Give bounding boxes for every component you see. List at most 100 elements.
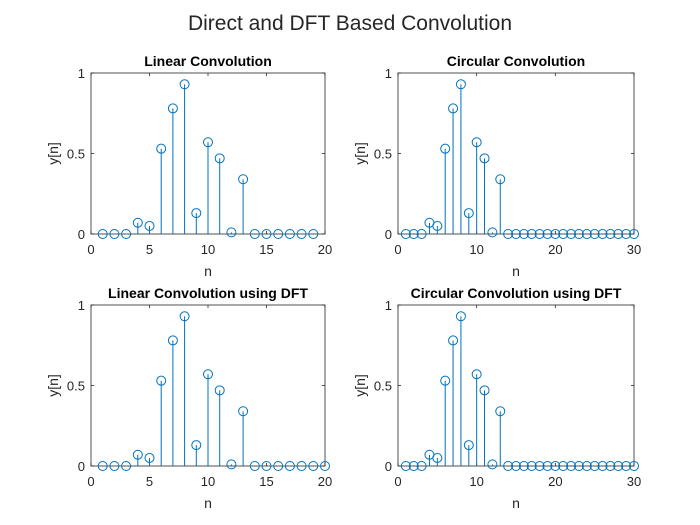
x-tick-label: 0 bbox=[394, 474, 401, 489]
stem-marker bbox=[621, 461, 632, 471]
x-axis-label: n bbox=[204, 495, 212, 511]
stem-marker bbox=[179, 311, 190, 322]
stem-marker bbox=[432, 452, 443, 463]
subplot-title: Circular Convolution using DFT bbox=[411, 285, 622, 301]
stem-marker bbox=[581, 461, 592, 471]
stem-series bbox=[400, 79, 639, 239]
x-tick-label: 20 bbox=[548, 242, 562, 257]
stem-marker bbox=[273, 229, 284, 239]
stem-marker bbox=[597, 229, 608, 239]
stem-marker bbox=[558, 229, 569, 239]
stem-marker bbox=[261, 229, 272, 239]
stem-marker bbox=[144, 452, 155, 463]
stem-marker bbox=[463, 440, 474, 451]
stem-marker bbox=[109, 461, 120, 471]
stem-marker bbox=[550, 229, 561, 239]
stem-marker bbox=[203, 369, 213, 380]
stem-marker bbox=[455, 79, 466, 90]
y-tick-label: 1 bbox=[385, 298, 392, 313]
stem-marker bbox=[550, 461, 561, 471]
stem-series bbox=[97, 79, 319, 239]
stem-series bbox=[97, 311, 330, 471]
stem-marker bbox=[179, 79, 190, 90]
stem-marker bbox=[487, 459, 498, 470]
y-tick-label: 1 bbox=[385, 66, 392, 81]
stem-marker bbox=[308, 229, 319, 239]
x-axis-label: n bbox=[512, 263, 520, 279]
stem-marker bbox=[479, 153, 490, 164]
x-tick-label: 10 bbox=[469, 242, 483, 257]
stem-marker bbox=[511, 461, 521, 471]
x-tick-label: 10 bbox=[201, 242, 215, 257]
stem-marker bbox=[566, 229, 577, 239]
stem-marker bbox=[296, 461, 307, 471]
x-tick-label: 0 bbox=[394, 242, 401, 257]
stem-marker bbox=[320, 461, 330, 471]
x-tick-label: 20 bbox=[548, 474, 562, 489]
stem-marker bbox=[156, 375, 167, 386]
stem-marker bbox=[238, 174, 249, 185]
x-tick-label: 30 bbox=[627, 242, 641, 257]
stem-marker bbox=[479, 385, 490, 396]
stem-marker bbox=[613, 461, 624, 471]
subplot-title: Linear Convolution bbox=[144, 53, 272, 69]
stem-series bbox=[400, 311, 639, 471]
stem-marker bbox=[495, 174, 506, 185]
stem-marker bbox=[621, 229, 632, 239]
stem-marker bbox=[495, 406, 506, 417]
stem-marker bbox=[400, 461, 411, 471]
stem-marker bbox=[416, 461, 427, 471]
stem-marker bbox=[463, 208, 474, 219]
subplot-circular-convolution-using-dft: Circular Convolution using DFT 0 10 20 30 0 0.… bbox=[352, 285, 641, 511]
figure-title: Direct and DFT Based Convolution bbox=[188, 12, 512, 35]
stem-marker bbox=[109, 229, 120, 239]
stem-marker bbox=[448, 335, 459, 346]
y-tick-label: 1 bbox=[78, 298, 85, 313]
stem-marker bbox=[597, 461, 608, 471]
stem-marker bbox=[296, 229, 307, 239]
plot-area-circular-convolution-using-dft bbox=[397, 304, 635, 467]
stem-marker bbox=[167, 103, 178, 114]
stem-marker bbox=[214, 153, 225, 164]
y-axis-label: y[n] bbox=[45, 142, 61, 165]
stem-marker bbox=[503, 229, 514, 239]
subplot-title: Linear Convolution using DFT bbox=[108, 285, 308, 301]
stem-marker bbox=[167, 335, 178, 346]
x-axis-label: n bbox=[204, 263, 212, 279]
stem-marker bbox=[132, 449, 143, 460]
stem-marker bbox=[249, 229, 260, 239]
stem-marker bbox=[156, 143, 167, 154]
x-tick-label: 30 bbox=[627, 474, 641, 489]
stem-marker bbox=[191, 440, 202, 451]
stem-marker bbox=[432, 220, 443, 231]
stem-marker bbox=[261, 461, 272, 471]
stem-marker bbox=[589, 461, 600, 471]
stem-marker bbox=[416, 229, 427, 239]
subplot-title: Circular Convolution bbox=[447, 53, 585, 69]
stem-marker bbox=[558, 461, 569, 471]
stem-marker bbox=[97, 229, 108, 239]
subplot-circular-convolution: Circular Convolution 0 10 20 30 0 0.5 1 n y[n] bbox=[352, 53, 641, 279]
stem-marker bbox=[534, 461, 545, 471]
plot-area-circular-convolution bbox=[397, 72, 635, 235]
stem-marker bbox=[471, 369, 482, 380]
y-tick-label: 0 bbox=[385, 459, 392, 474]
stem-marker bbox=[121, 229, 132, 239]
x-tick-label: 0 bbox=[87, 474, 94, 489]
stem-marker bbox=[440, 375, 451, 386]
stem-marker bbox=[471, 137, 482, 148]
stem-marker bbox=[518, 229, 529, 239]
stem-marker bbox=[613, 229, 624, 239]
stem-marker bbox=[542, 461, 553, 471]
x-tick-label: 0 bbox=[87, 242, 94, 257]
subplot-linear-convolution: Linear Convolution 0 5 10 15 20 0 0.5 1 n y[n] bbox=[45, 53, 332, 279]
x-tick-label: 10 bbox=[469, 474, 483, 489]
stem-marker bbox=[284, 461, 295, 471]
stem-marker bbox=[249, 461, 260, 471]
y-tick-label: 0 bbox=[78, 227, 85, 242]
y-tick-label: 0.5 bbox=[374, 147, 392, 162]
x-tick-label: 15 bbox=[259, 242, 273, 257]
stem-marker bbox=[121, 461, 132, 471]
stem-marker bbox=[400, 229, 411, 239]
